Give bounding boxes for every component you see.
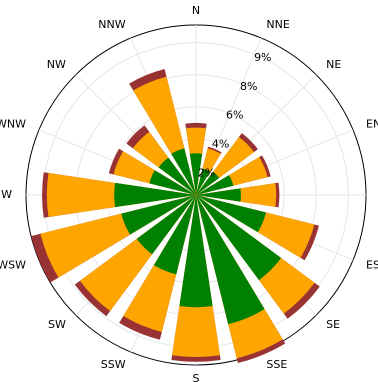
bar-s0-nw: [158, 157, 196, 195]
bar-s0-w: [114, 182, 196, 208]
direction-label-se: SE: [326, 318, 340, 331]
direction-label-sw: SW: [48, 318, 66, 331]
bar-s0-ene: [196, 175, 234, 195]
bar-s0-wsw: [121, 195, 196, 235]
direction-label-w: W: [1, 188, 12, 201]
wind-bars: [31, 68, 320, 364]
bar-s0-s: [179, 195, 213, 308]
bar-s0-ne: [196, 171, 220, 195]
direction-label-n: N: [192, 4, 200, 17]
radial-tick-labels: 2% 4% 6% 8% 9%: [198, 51, 272, 179]
bar-s0-n: [189, 153, 203, 195]
radial-tick-label: 9%: [254, 51, 271, 64]
direction-label-ese: ESE: [366, 258, 378, 271]
direction-label-ssw: SSW: [101, 358, 126, 371]
radial-tick-label: 4%: [212, 138, 229, 151]
radial-tick-label: 8%: [240, 80, 257, 93]
bar-s0-wnw: [149, 170, 196, 195]
bar-s0-sw: [136, 195, 196, 255]
bar-s0-e: [196, 188, 241, 202]
radial-tick-label: 2%: [198, 166, 215, 179]
direction-label-s: S: [193, 372, 200, 382]
bar-s0-nne: [196, 168, 211, 195]
direction-labels: NNNENEENEEESESESSESSSWSWWSWWWNWNWNNW: [0, 4, 378, 382]
bar-s0-ese: [196, 195, 267, 233]
direction-label-nnw: NNW: [98, 18, 125, 31]
direction-label-wsw: WSW: [0, 258, 26, 271]
radial-tick-label: 6%: [226, 109, 243, 122]
direction-label-nw: NW: [47, 58, 66, 71]
direction-label-ene: ENE: [366, 118, 378, 131]
direction-label-ne: NE: [326, 58, 341, 71]
direction-label-nne: NNE: [266, 18, 289, 31]
bar-s0-se: [196, 195, 282, 281]
bar-s0-nnw: [171, 148, 196, 195]
bar-s0-ssw: [153, 195, 196, 275]
bar-s0-sse: [196, 195, 265, 325]
direction-label-wnw: WNW: [0, 118, 26, 131]
direction-label-sse: SSE: [266, 358, 287, 371]
